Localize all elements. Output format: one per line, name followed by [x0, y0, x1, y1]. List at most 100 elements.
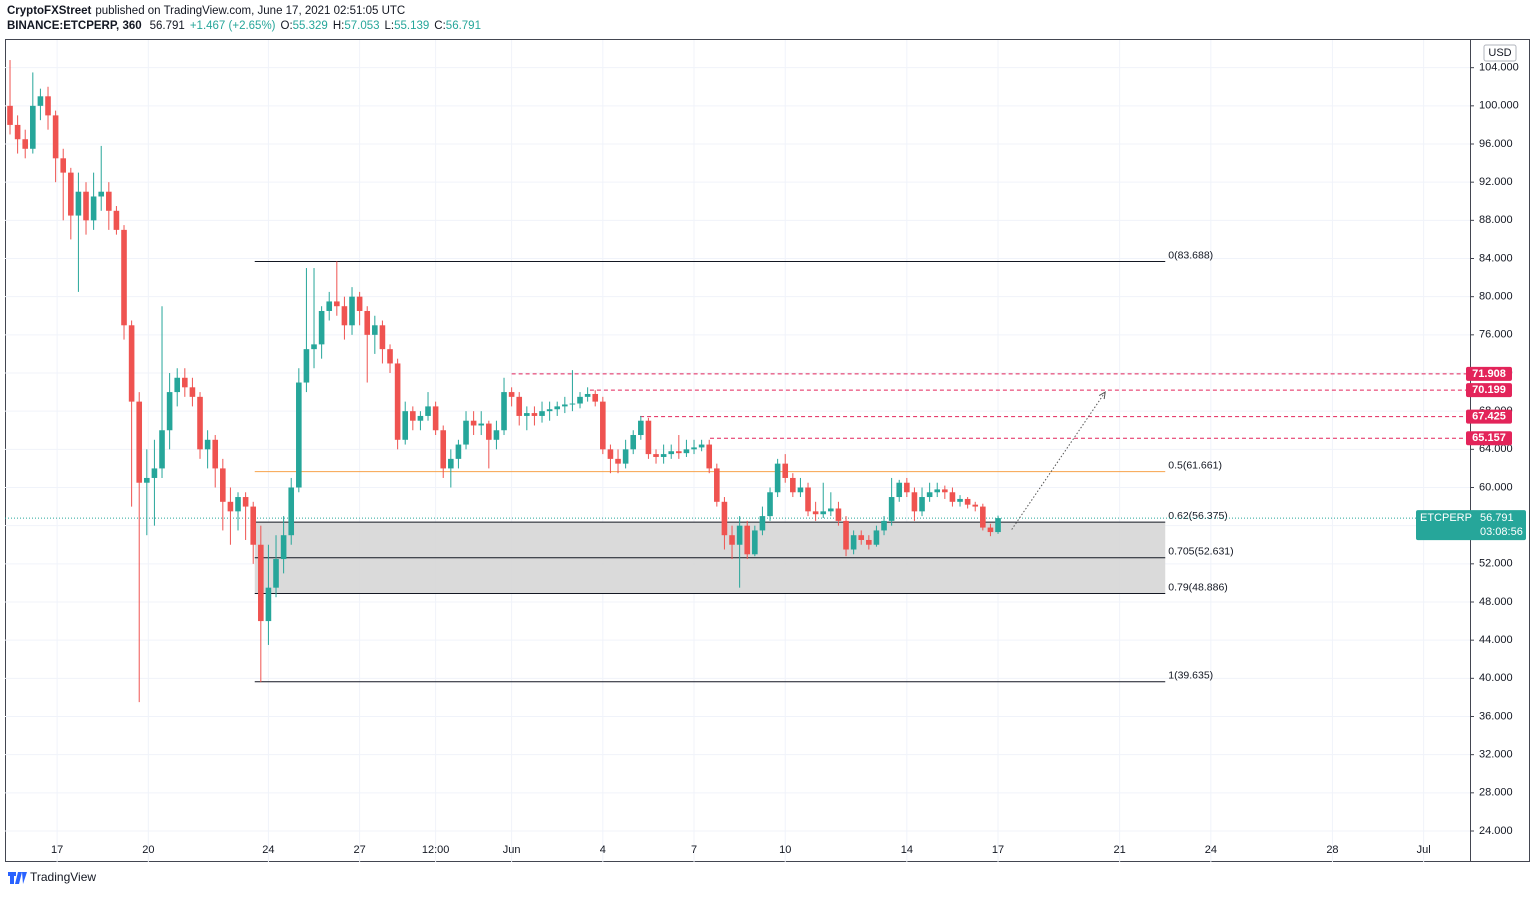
candle-body	[318, 310, 325, 345]
candle-body	[866, 539, 872, 545]
candle-body	[607, 449, 614, 459]
author-line: CryptoFXStreet published on TradingView.c…	[7, 5, 405, 17]
ohlc-value: 55.329	[293, 20, 328, 32]
candle-body	[942, 489, 948, 493]
y-tick-label: 100.000	[1479, 100, 1519, 112]
candle-body	[767, 492, 773, 517]
frame	[5, 39, 1530, 862]
change: +1.467 (+2.65%)	[190, 20, 276, 32]
candle-body	[904, 482, 910, 493]
candle-body	[136, 401, 143, 483]
y-tick-label: 104.000	[1479, 62, 1519, 74]
currency: USD	[1488, 47, 1511, 59]
candle-body	[75, 191, 82, 216]
y-tick-label: 48.000	[1479, 596, 1513, 608]
ohlc-value: 57.053	[344, 20, 379, 32]
candle-body	[782, 463, 789, 478]
candle-body	[372, 325, 378, 335]
candle-body	[584, 393, 591, 397]
candle-body	[311, 344, 317, 350]
candle-body	[410, 411, 416, 421]
y-tick-label: 92.000	[1479, 176, 1513, 188]
symbol-line: BINANCE:ETCPERP, 360 56.791 +1.467 (+2.65%…	[7, 20, 481, 32]
candle-body	[554, 406, 561, 410]
ohlc-key: H:	[333, 20, 345, 32]
x-tick-label: Jul	[1417, 844, 1431, 856]
currency-box	[1483, 44, 1517, 62]
candle-body	[919, 497, 925, 512]
candle-body	[440, 430, 447, 469]
candle-body	[577, 396, 583, 404]
author: CryptoFXStreet	[7, 5, 92, 17]
candle-body	[850, 535, 857, 550]
target-tag	[1466, 383, 1512, 398]
x-tick-label: 7	[691, 844, 697, 856]
candle-body	[326, 301, 333, 311]
candle-body	[660, 454, 667, 457]
fib-label: 0.705(52.631)	[1168, 546, 1233, 558]
x-tick-label: 10	[779, 844, 791, 856]
y-tick-label: 84.000	[1479, 252, 1513, 264]
countdown: 03:08:56	[1480, 526, 1523, 538]
candle-body	[987, 527, 994, 533]
candle-body	[736, 525, 743, 545]
footer-brand: TradingView	[30, 870, 96, 884]
candle-body	[478, 423, 485, 426]
candle-body	[227, 501, 234, 512]
candle-body	[759, 516, 766, 531]
candle-body	[52, 115, 59, 159]
candle-body	[220, 468, 226, 502]
candle-body	[417, 415, 424, 421]
y-tick-label: 76.000	[1479, 329, 1513, 341]
candle-body	[835, 508, 842, 521]
candle-body	[486, 423, 492, 440]
candle-body	[896, 482, 903, 498]
candle-body	[341, 306, 348, 326]
candle-body	[128, 325, 135, 402]
candle-body	[721, 501, 728, 536]
candle-body	[364, 310, 371, 335]
candle-body	[531, 413, 538, 416]
arrow-head	[1098, 391, 1106, 400]
ohlc-key: C:	[434, 20, 446, 32]
last: 56.791	[150, 20, 185, 32]
header: CryptoFXStreet published on TradingView.c…	[7, 5, 481, 32]
candle-body	[873, 530, 880, 545]
candle-body	[402, 411, 409, 440]
fib-label: 0.79(48.886)	[1168, 581, 1228, 593]
candle-body	[296, 382, 302, 488]
target-tag	[1466, 366, 1512, 381]
candle-body	[159, 430, 165, 469]
candle-body	[546, 409, 553, 412]
candle-body	[37, 96, 44, 106]
candle-body	[493, 430, 500, 440]
last-symbol: ETCPERP	[1420, 512, 1472, 524]
fib-label: 0.5(61.661)	[1168, 459, 1222, 471]
candle-body	[258, 544, 264, 622]
candle-body	[45, 96, 51, 116]
symbol: BINANCE:ETCPERP, 360	[7, 20, 142, 32]
candle-body	[250, 506, 257, 545]
candle-body	[242, 497, 249, 507]
y-tick-label: 36.000	[1479, 710, 1513, 722]
candle-body	[60, 158, 67, 173]
candle-body	[668, 451, 675, 455]
candle-body	[797, 487, 804, 493]
candle-body	[926, 492, 933, 498]
candle-body	[638, 420, 644, 436]
candle-body	[455, 444, 462, 459]
x-tick-label: 27	[353, 844, 365, 856]
x-tick-label: 28	[1326, 844, 1338, 856]
fib-label: 0.62(56.375)	[1168, 510, 1228, 522]
y-tick-label: 96.000	[1479, 138, 1513, 150]
candle-body	[288, 487, 295, 536]
candle-body	[113, 210, 120, 230]
candle-body	[706, 444, 713, 469]
candle-body	[539, 411, 545, 416]
x-tick-label: 21	[1114, 844, 1126, 856]
footer-logo	[8, 872, 27, 884]
candle-body	[744, 525, 751, 555]
candle-body	[957, 498, 963, 502]
candle-body	[349, 296, 355, 326]
x-tick-label: 17	[51, 844, 63, 856]
